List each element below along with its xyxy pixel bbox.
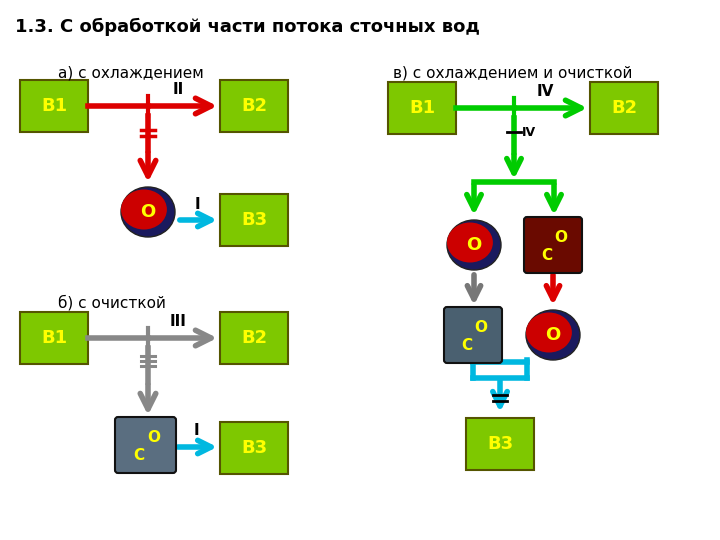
Ellipse shape (526, 313, 572, 353)
Text: В2: В2 (241, 329, 267, 347)
Ellipse shape (121, 190, 167, 230)
FancyBboxPatch shape (220, 422, 288, 474)
Text: В3: В3 (487, 435, 513, 453)
Text: IV: IV (536, 84, 554, 99)
Text: О: О (474, 320, 487, 335)
Text: В3: В3 (241, 211, 267, 229)
Text: В3: В3 (241, 439, 267, 457)
Text: I: I (194, 197, 200, 212)
Ellipse shape (121, 187, 175, 237)
Text: В2: В2 (241, 97, 267, 115)
Text: О: О (545, 326, 561, 344)
Text: В1: В1 (409, 99, 435, 117)
Ellipse shape (447, 220, 501, 270)
Text: 1.3. С обработкой части потока сточных вод: 1.3. С обработкой части потока сточных в… (15, 18, 480, 36)
Text: а) с охлаждением: а) с охлаждением (58, 65, 204, 80)
FancyBboxPatch shape (220, 312, 288, 364)
FancyBboxPatch shape (20, 312, 88, 364)
FancyBboxPatch shape (20, 80, 88, 132)
Text: В1: В1 (41, 97, 67, 115)
Text: В1: В1 (41, 329, 67, 347)
Text: III: III (170, 314, 186, 329)
Ellipse shape (526, 310, 580, 360)
Text: В2: В2 (611, 99, 637, 117)
FancyBboxPatch shape (590, 82, 658, 134)
Text: I: I (193, 423, 199, 438)
FancyBboxPatch shape (388, 82, 456, 134)
FancyBboxPatch shape (444, 307, 502, 363)
Text: в) с охлаждением и очисткой: в) с охлаждением и очисткой (393, 65, 632, 80)
Text: С: С (462, 339, 472, 354)
Text: II: II (172, 82, 184, 97)
Ellipse shape (447, 222, 493, 262)
Text: О: О (467, 236, 482, 254)
FancyBboxPatch shape (115, 417, 176, 473)
Text: О: О (148, 430, 161, 445)
FancyBboxPatch shape (220, 194, 288, 246)
Text: О: О (140, 203, 156, 221)
Text: С: С (541, 248, 552, 264)
FancyBboxPatch shape (220, 80, 288, 132)
Text: IV: IV (522, 125, 536, 138)
Text: б) с очисткой: б) с очисткой (58, 295, 166, 310)
FancyBboxPatch shape (524, 217, 582, 273)
FancyBboxPatch shape (466, 418, 534, 470)
Text: О: О (554, 230, 567, 245)
Text: С: С (133, 449, 145, 463)
